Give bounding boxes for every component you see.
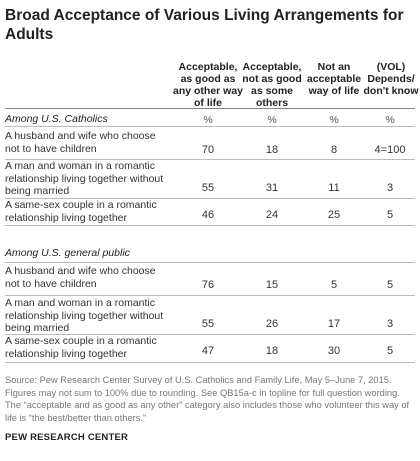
- row-label: A same-sex couple in a romantic relation…: [5, 335, 157, 360]
- row-label: A husband and wife who choose not to hav…: [5, 130, 156, 155]
- column-header-not-acceptable: Not an acceptable way of life: [306, 61, 362, 97]
- row-divider: [5, 362, 415, 363]
- table-cell: 25: [327, 209, 341, 221]
- row-divider: [5, 225, 415, 226]
- row-label: A same-sex couple in a romantic relation…: [5, 199, 157, 224]
- group-label-general-public: Among U.S. general public: [5, 247, 130, 259]
- table-cell: 5: [386, 345, 394, 357]
- table-cell: 55: [201, 182, 215, 194]
- group-label-catholics: Among U.S. Catholics: [5, 113, 108, 125]
- column-header-acceptable-good: Acceptable, as good as any other way of …: [172, 61, 244, 109]
- source-note: Source: Pew Research Center Survey of U.…: [5, 375, 410, 423]
- row-label: A man and woman in a romantic relationsh…: [5, 160, 164, 197]
- table-title: Broad Acceptance of Various Living Arran…: [5, 7, 404, 43]
- percent-label: %: [203, 114, 213, 126]
- column-header-depends: (VOL) Depends/ don't know: [363, 61, 419, 97]
- table-cell: 3: [386, 182, 394, 194]
- table-cell: 55: [201, 318, 215, 330]
- row-divider: [5, 198, 415, 199]
- table-cell: 5: [330, 279, 338, 291]
- table-cell: 46: [201, 209, 215, 221]
- row-divider: [5, 159, 415, 160]
- percent-label: %: [329, 114, 339, 126]
- table-cell: 17: [327, 318, 341, 330]
- table-cell: 11: [328, 182, 340, 194]
- table-cell: 8: [330, 144, 338, 156]
- table-cell: 30: [327, 345, 341, 357]
- table-cell: 76: [201, 279, 215, 291]
- row-divider: [5, 126, 415, 127]
- table-cell: 26: [265, 318, 279, 330]
- table-cell: 3: [386, 318, 394, 330]
- row-label: A man and woman in a romantic relationsh…: [5, 297, 164, 334]
- table-cell: 4=100: [374, 144, 406, 156]
- row-divider: [5, 262, 415, 263]
- publisher-credit: PEW RESEARCH CENTER: [5, 432, 129, 443]
- row-label: A husband and wife who choose not to hav…: [5, 265, 156, 290]
- table-cell: 24: [265, 209, 279, 221]
- table-cell: 70: [201, 144, 215, 156]
- row-divider: [5, 334, 415, 335]
- percent-label: %: [267, 114, 277, 126]
- table-cell: 18: [265, 144, 279, 156]
- table-cell: 5: [386, 209, 394, 221]
- table-cell: 47: [201, 345, 215, 357]
- table-cell: 18: [265, 345, 279, 357]
- table-cell: 15: [265, 279, 279, 291]
- column-header-acceptable-not-good: Acceptable, not as good as some others: [242, 61, 302, 109]
- row-divider: [5, 295, 415, 296]
- percent-label: %: [385, 114, 395, 126]
- table-cell: 5: [386, 279, 394, 291]
- header-rule: [5, 108, 415, 109]
- table-cell: 31: [265, 182, 279, 194]
